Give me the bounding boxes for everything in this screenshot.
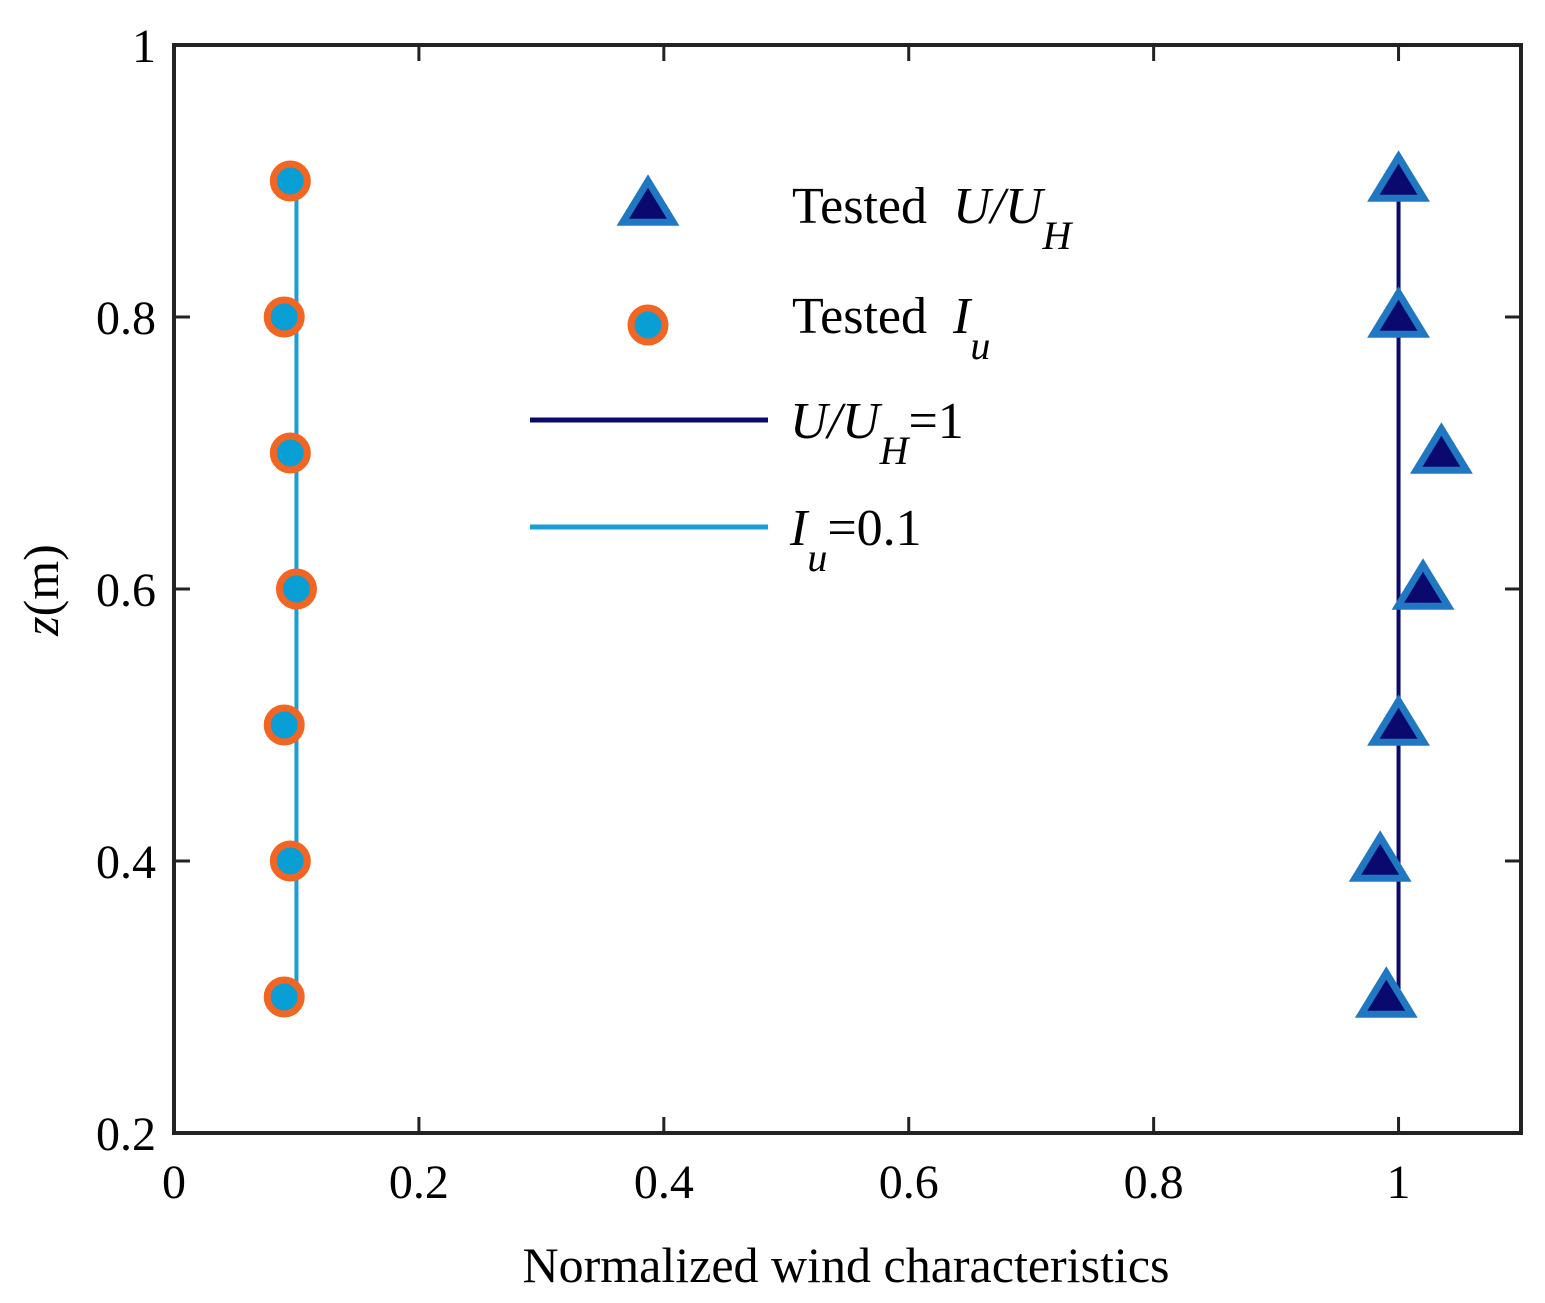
data-point-triangle [1354,966,1418,1018]
legend-label: U/UH=1 [790,393,964,473]
legend-label: Tested U/UH [792,178,1074,258]
data-point-triangle [1367,150,1430,202]
x-tick-label: 1 [1387,1156,1411,1209]
data-point-circle [263,296,305,338]
y-axis-var: z [13,616,69,636]
plot-frame [172,43,1523,1135]
x-tick-label: 0 [162,1156,186,1209]
legend: Tested U/UH Tested Iu U/UH=1 Iu=0.1 [530,174,1074,580]
tick-labels: 0 0.2 0.4 0.6 0.8 10.20.40.60.81 [96,20,1411,1209]
data-point-triangle [1367,286,1430,338]
data-point-circle [269,160,311,202]
data-point-triangle [1348,830,1412,882]
x-tick-label: 0.8 [1124,1156,1184,1209]
x-tick-label: 0.4 [634,1156,694,1209]
legend-symbol [616,174,680,226]
legend-label: Iu=0.1 [789,500,922,580]
y-tick-label: 0.8 [96,292,156,345]
y-tick-label: 1 [132,20,156,73]
legend-symbol [627,304,669,346]
y-tick-label: 0.4 [96,836,156,889]
y-tick-label: 0.2 [96,1108,156,1161]
x-axis-label: Normalized wind characteristics [523,1237,1170,1293]
data-point-triangle [1367,694,1430,746]
y-tick-label: 0.6 [96,564,156,617]
x-tick-label: 0.6 [879,1156,939,1209]
series-markers [263,150,1473,1018]
x-tick-label: 0.2 [389,1156,449,1209]
data-point-circle [269,840,311,882]
data-point-triangle [1409,422,1473,474]
legend-label: Tested Iu [792,288,990,368]
data-point-circle [269,432,311,474]
data-point-circle [263,976,305,1018]
y-axis-unit: (m) [13,544,69,616]
data-point-circle [275,568,317,610]
data-point-circle [263,704,305,746]
y-axis-label: z(m) [13,544,69,637]
data-point-triangle [1391,558,1455,610]
